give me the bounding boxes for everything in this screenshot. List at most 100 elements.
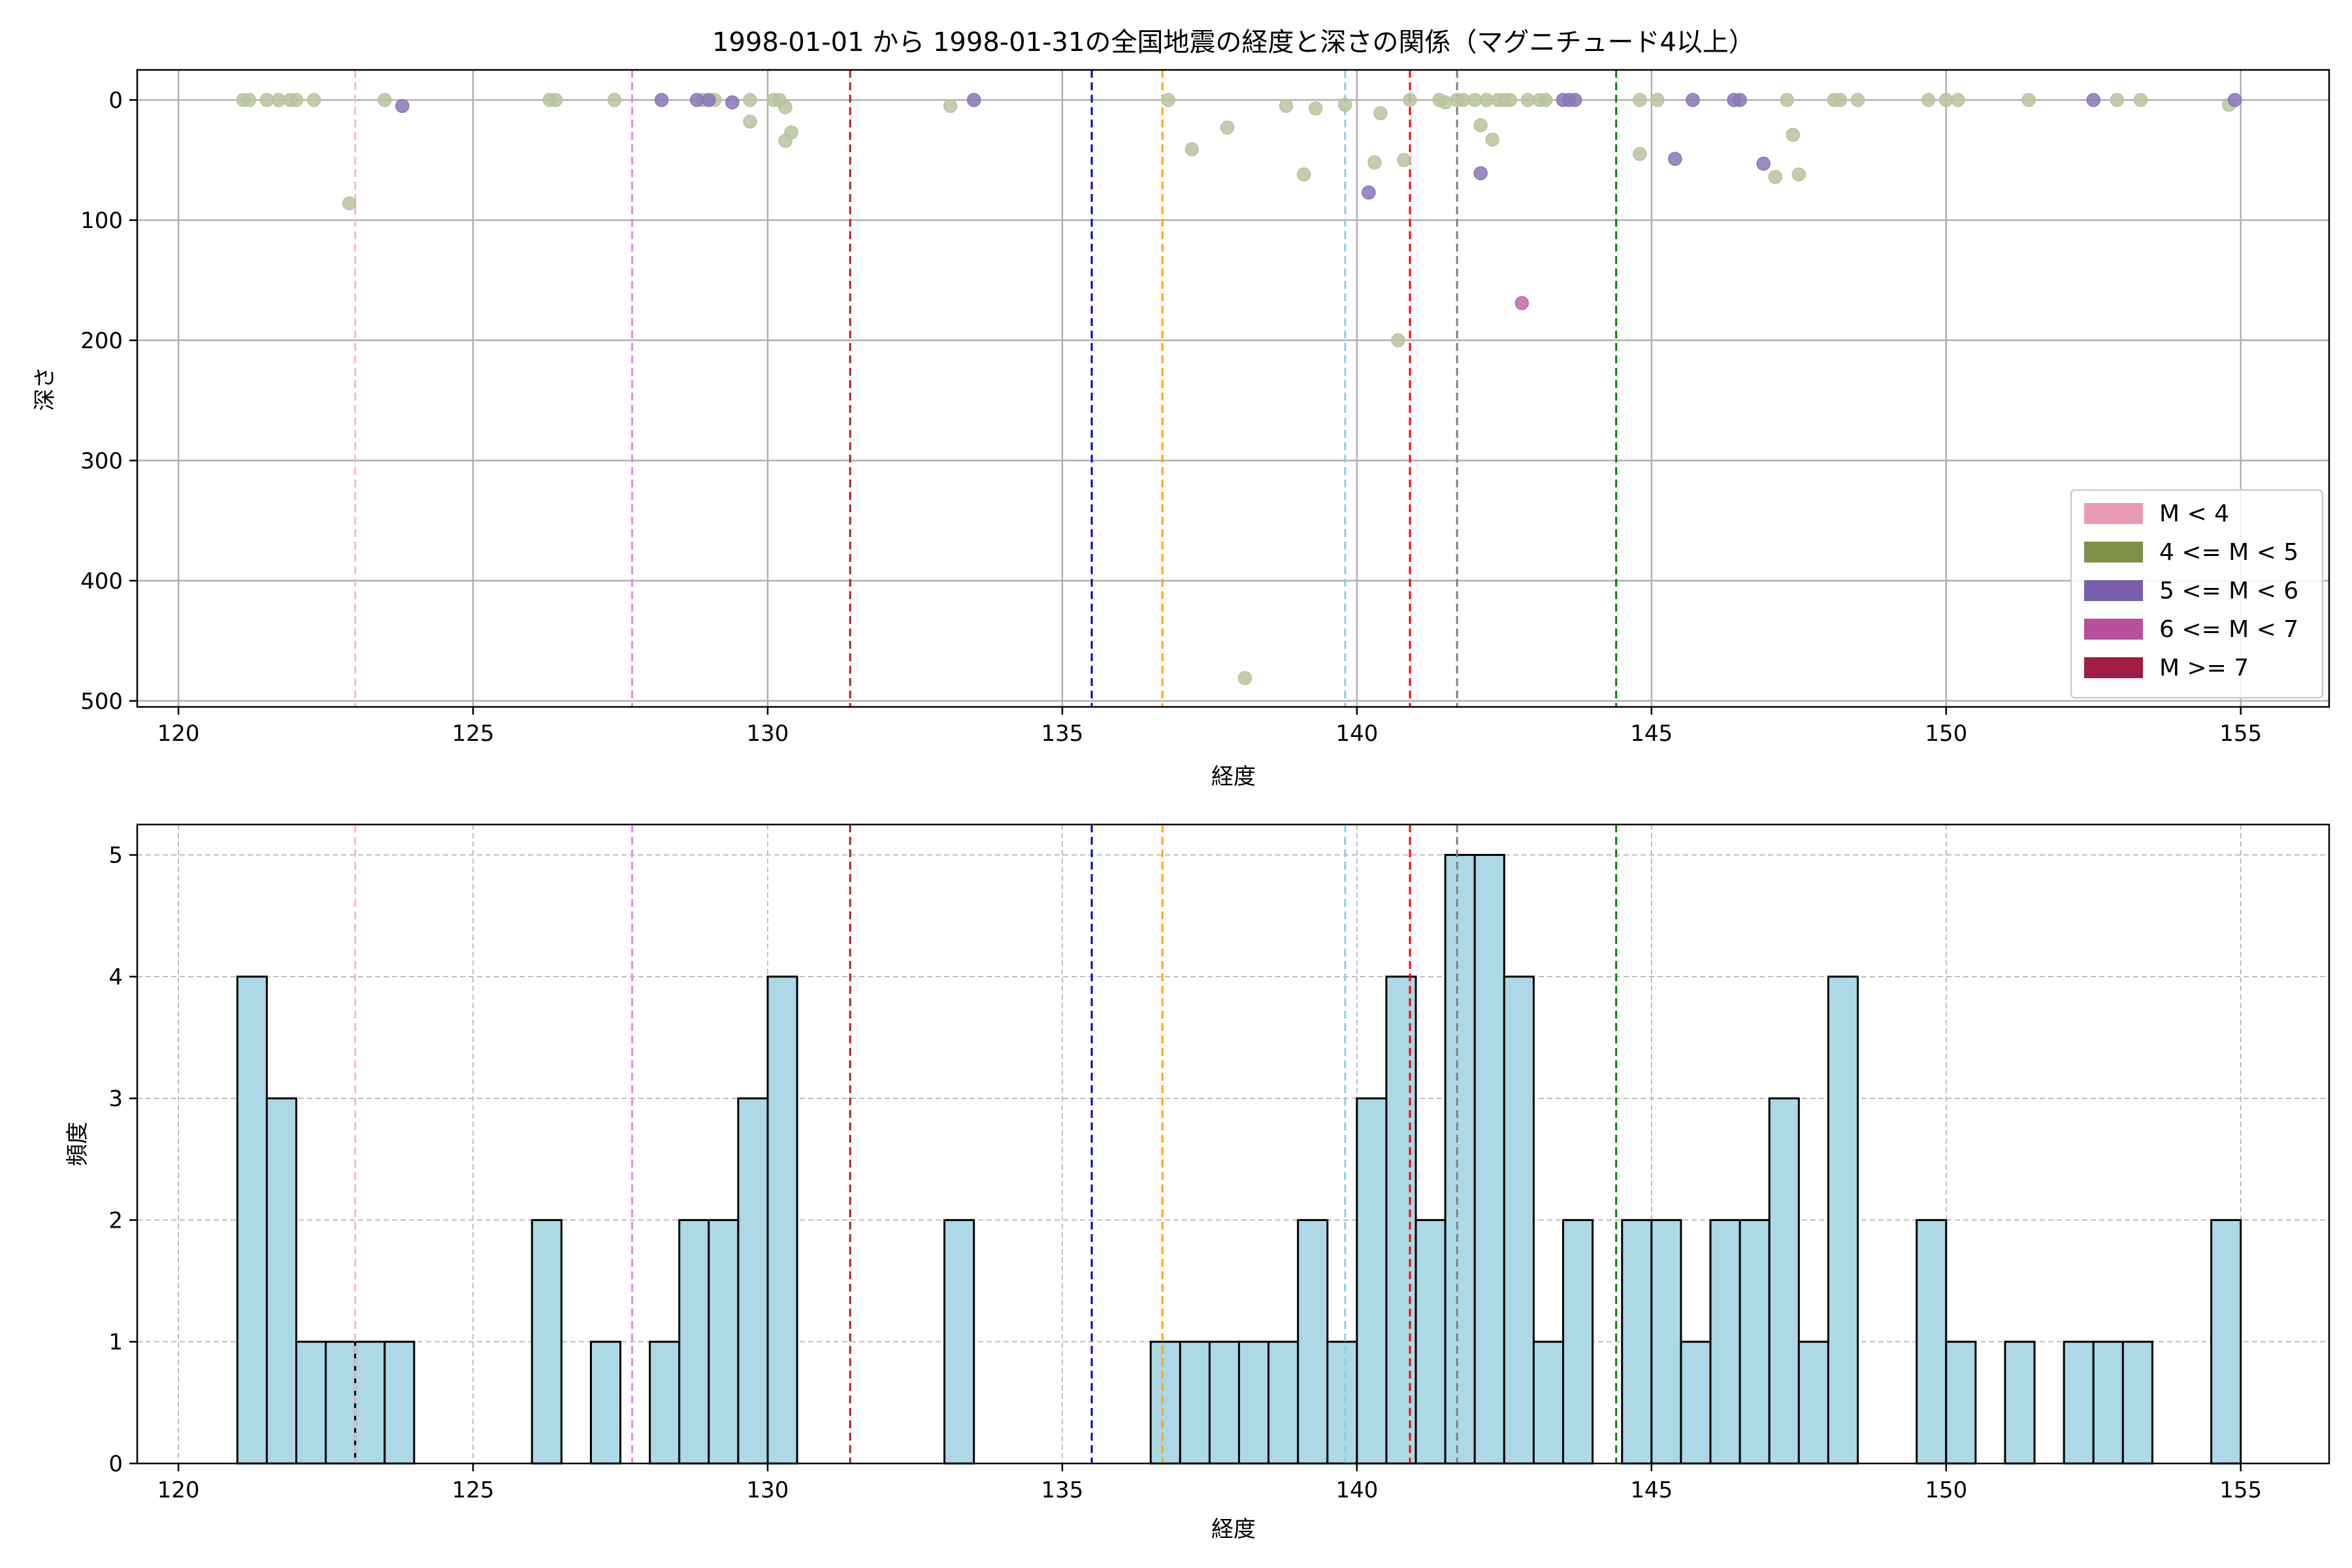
- x-tick-label: 150: [1925, 721, 1967, 747]
- scatter-point: [1237, 671, 1252, 685]
- legend-entry: 4 <= M < 5: [2084, 539, 2298, 566]
- histogram-bar: [265, 1097, 298, 1465]
- scatter-point: [1633, 147, 1647, 161]
- histogram-bar: [1414, 1218, 1446, 1465]
- histogram-frame: [136, 823, 2330, 1465]
- legend-label: 4 <= M < 5: [2159, 539, 2298, 566]
- histogram-plot: 120 125 130 135 140 145 150 155 0 1 2 3 4 5 経度 頻度: [65, 823, 2330, 1543]
- histogram-bar: [2210, 1218, 2242, 1465]
- x-tick-label: 155: [2219, 1477, 2262, 1503]
- scatter-point: [1456, 93, 1470, 107]
- scatter-point: [654, 93, 669, 107]
- histogram-bar: [649, 1341, 681, 1465]
- legend-label: 6 <= M < 7: [2159, 616, 2298, 643]
- scatter-point: [289, 93, 304, 107]
- histogram-bar: [1297, 1218, 1329, 1465]
- scatter-point: [1503, 93, 1518, 107]
- scatter-y-ticks: 0 100 200 300 400 500: [80, 88, 137, 715]
- histogram-bar: [943, 1218, 975, 1465]
- scatter-point: [1161, 93, 1176, 107]
- histogram-y-ticks: 0 1 2 3 4 5: [108, 843, 137, 1477]
- scatter-point: [1756, 156, 1771, 171]
- histogram-bar: [1267, 1341, 1299, 1465]
- y-tick-label: 500: [80, 689, 123, 715]
- legend-swatch: [2084, 542, 2143, 563]
- scatter-point: [1668, 152, 1682, 166]
- scatter-point: [271, 93, 286, 107]
- scatter-grid: [137, 70, 2329, 707]
- scatter-point: [306, 93, 321, 107]
- scatter-point: [1367, 155, 1382, 170]
- scatter-point: [1833, 93, 1848, 107]
- histogram-bar: [1680, 1341, 1712, 1465]
- x-tick-label: 125: [452, 721, 495, 747]
- y-tick-label: 3: [108, 1086, 123, 1112]
- histogram-bar: [1562, 1218, 1594, 1465]
- scatter-x-ticks: 120 125 130 135 140 145 150 155: [157, 707, 2262, 747]
- histogram-bar: [1709, 1218, 1741, 1465]
- scatter-frame: [136, 69, 2330, 708]
- histogram-bar: [1739, 1218, 1771, 1465]
- histogram-x-label: 経度: [1211, 1516, 1256, 1543]
- x-tick-label: 135: [1041, 1477, 1084, 1503]
- y-tick-label: 200: [80, 328, 123, 354]
- histogram-bar: [1444, 854, 1476, 1465]
- scatter-point: [1520, 93, 1535, 107]
- scatter-y-label: 深さ: [32, 367, 58, 411]
- x-tick-label: 135: [1041, 721, 1084, 747]
- legend-swatch: [2084, 619, 2143, 640]
- y-tick-label: 0: [108, 88, 123, 114]
- histogram-bar: [2121, 1341, 2153, 1465]
- histogram-bar: [2004, 1341, 2036, 1465]
- scatter-point: [1403, 93, 1417, 107]
- histogram-x-ticks: 120 125 130 135 140 145 150 155: [157, 1463, 2262, 1503]
- histogram-bar: [1385, 975, 1417, 1465]
- scatter-point: [743, 93, 757, 107]
- histogram-bar: [1179, 1341, 1211, 1465]
- x-tick-label: 145: [1630, 721, 1673, 747]
- x-tick-label: 120: [157, 1477, 200, 1503]
- scatter-title: 1998-01-01 から 1998-01-31の全国地震の経度と深さの関係（マ…: [712, 27, 1755, 57]
- legend-swatch: [2084, 580, 2143, 601]
- histogram-bar: [354, 1341, 386, 1465]
- x-tick-label: 150: [1925, 1477, 1967, 1503]
- scatter-point: [1184, 142, 1200, 157]
- scatter-point: [1768, 169, 1782, 184]
- histogram-bar: [1797, 1341, 1829, 1465]
- histogram-bar: [708, 1218, 740, 1465]
- legend-label: 5 <= M < 6: [2159, 578, 2298, 604]
- x-tick-label: 145: [1630, 1477, 1673, 1503]
- histogram-reference-lines: [354, 825, 1618, 1463]
- histogram-y-label: 頻度: [65, 1122, 91, 1166]
- scatter-plot: 120 125 130 135 140 145 150 155 0 100 200 300 400 50…: [32, 69, 2330, 790]
- scatter-point: [1650, 93, 1665, 107]
- histogram-bar: [589, 1341, 622, 1465]
- histogram-bar: [1621, 1218, 1653, 1465]
- scatter-point: [966, 93, 981, 107]
- scatter-point: [743, 114, 757, 129]
- y-tick-label: 5: [108, 843, 123, 869]
- histogram-bar: [1503, 975, 1535, 1465]
- scatter-point: [242, 93, 257, 107]
- legend-label: M < 4: [2159, 500, 2229, 527]
- x-tick-label: 130: [747, 1477, 789, 1503]
- x-tick-label: 120: [157, 721, 200, 747]
- scatter-point: [1951, 93, 1965, 107]
- histogram-bar: [1916, 1218, 1948, 1465]
- legend-swatch: [2084, 657, 2143, 678]
- scatter-point: [1296, 167, 1311, 182]
- y-tick-label: 300: [80, 448, 123, 474]
- scatter-point: [342, 196, 357, 210]
- scatter-point: [702, 93, 716, 107]
- scatter-point: [548, 93, 563, 107]
- histogram-bar: [1356, 1097, 1388, 1465]
- scatter-point: [2021, 93, 2036, 107]
- scatter-point: [1373, 106, 1388, 120]
- scatter-point: [784, 125, 798, 140]
- scatter-point: [1850, 93, 1865, 107]
- scatter-point: [607, 93, 622, 107]
- legend-entry: 5 <= M < 6: [2084, 578, 2298, 604]
- histogram-bar: [1945, 1341, 1977, 1465]
- histogram-bar: [2092, 1341, 2124, 1465]
